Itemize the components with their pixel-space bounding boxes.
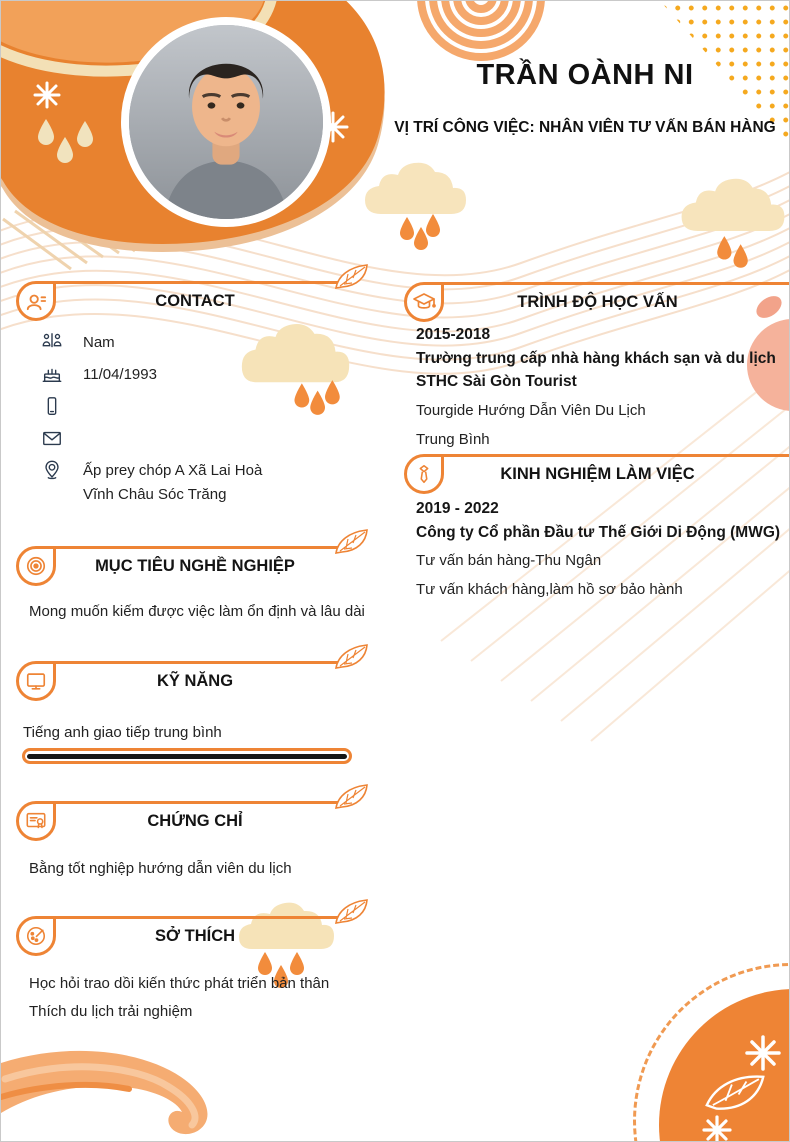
leaf-icon xyxy=(335,264,368,289)
leaf-icon xyxy=(705,1075,765,1110)
raindrop-icon xyxy=(294,380,340,415)
palette-icon xyxy=(26,926,46,946)
teardrop-decoration xyxy=(38,119,93,163)
education-period: 2015-2018 xyxy=(416,326,491,343)
objective-text: Mong muốn kiếm được việc làm ổn định và … xyxy=(29,603,365,620)
wave-swirl-decoration xyxy=(1,1050,208,1135)
contact-title: CONTACT xyxy=(155,292,235,310)
location-icon xyxy=(45,460,59,480)
cloud-decoration xyxy=(241,324,350,415)
leaf-icon xyxy=(335,529,368,554)
email-icon xyxy=(43,431,61,446)
certificates-title: CHỨNG CHỈ xyxy=(147,812,243,830)
cloud-decoration xyxy=(365,162,466,250)
skills-section-header: KỸ NĂNG xyxy=(16,644,374,703)
contact-section-header: CONTACT xyxy=(16,264,374,323)
birthday-value: 11/04/1993 xyxy=(83,366,157,383)
skill-level-fill xyxy=(27,753,347,759)
phone-icon xyxy=(47,397,57,415)
certificates-section-header: CHỨNG CHỈ xyxy=(16,784,374,843)
contact-row-address: Ấp prey chóp A Xã Lai Hoà Vĩnh Châu Sóc … xyxy=(41,459,262,507)
education-grade: Trung Bình xyxy=(416,431,490,448)
education-title: TRÌNH ĐỘ HỌC VẤN xyxy=(517,293,678,311)
avatar xyxy=(121,17,331,227)
gender-value: Nam xyxy=(83,334,115,351)
cloud-decoration xyxy=(239,902,334,988)
objective-section-header: MỤC TIÊU NGHỀ NGHIỆP xyxy=(16,529,374,588)
certificate-item: Bằng tốt nghiệp hướng dẫn viên du lịch xyxy=(29,860,292,877)
raindrop-icon xyxy=(400,214,440,250)
hobbies-section-header: SỞ THÍCH xyxy=(16,899,374,958)
experience-company: Công ty Cổ phần Đầu tư Thế Giới Di Động … xyxy=(416,524,781,541)
education-major: Tourgide Hướng Dẫn Viên Du Lịch xyxy=(416,402,646,419)
experience-section-header: KINH NGHIỆM LÀM VIỆC xyxy=(404,454,789,496)
address-line1: Ấp prey chóp A Xã Lai Hoà xyxy=(83,462,263,479)
address-value: Ấp prey chóp A Xã Lai Hoà Vĩnh Châu Sóc … xyxy=(83,459,262,507)
birthday-icon xyxy=(42,368,62,383)
leaf-icon xyxy=(335,644,368,669)
candidate-name: TRẦN OÀNH NI xyxy=(476,59,694,91)
leaf-icon xyxy=(335,784,368,809)
header-block: TRẦN OÀNH NI VỊ TRÍ CÔNG VIỆC: NHÂN VIÊN… xyxy=(389,59,781,137)
contact-row-birthday: 11/04/1993 xyxy=(41,363,157,387)
sparkle-icon xyxy=(702,1115,732,1141)
job-title: VỊ TRÍ CÔNG VIỆC: NHÂN VIÊN TƯ VẤN BÁN H… xyxy=(394,119,776,136)
skills-title: KỸ NĂNG xyxy=(156,672,234,690)
contact-row-phone xyxy=(41,395,83,417)
monitor-icon xyxy=(26,673,46,690)
certificate-icon xyxy=(26,812,46,829)
hobbies-title: SỞ THÍCH xyxy=(154,927,236,945)
gender-icon xyxy=(42,333,62,348)
sparkle-icon xyxy=(33,81,61,109)
education-school: Trường trung cấp nhà hàng khách sạn và d… xyxy=(416,350,776,390)
contact-row-gender: Nam xyxy=(41,331,115,355)
target-icon xyxy=(26,556,46,576)
hobby-item: Thích du lịch trải nghiệm xyxy=(29,1003,193,1020)
necktie-icon xyxy=(419,464,429,484)
raindrop-icon xyxy=(258,952,304,988)
concentric-rings-decoration xyxy=(417,1,545,61)
skill-level-bar xyxy=(22,748,352,764)
education-section-header: TRÌNH ĐỘ HỌC VẤN xyxy=(404,282,789,324)
experience-description: Tư vấn khách hàng,làm hồ sơ bảo hành xyxy=(416,581,683,598)
blob-ornaments xyxy=(702,1035,781,1141)
cloud-decoration xyxy=(681,178,785,268)
experience-period: 2019 - 2022 xyxy=(416,500,499,517)
hobby-item: Học hỏi trao dồi kiến thức phát triển bả… xyxy=(29,975,330,992)
skill-label: Tiếng anh giao tiếp trung bình xyxy=(23,724,222,741)
sparkle-icon xyxy=(745,1035,781,1071)
experience-position: Tư vấn bán hàng-Thu Ngân xyxy=(416,552,602,569)
leaf-icon xyxy=(335,899,368,924)
experience-title: KINH NGHIỆM LÀM VIỆC xyxy=(500,465,695,483)
contact-row-email xyxy=(41,427,83,449)
address-line2: Vĩnh Châu Sóc Trăng xyxy=(83,486,227,503)
raindrop-icon xyxy=(717,236,748,268)
objective-title: MỤC TIÊU NGHỀ NGHIỆP xyxy=(95,557,295,575)
